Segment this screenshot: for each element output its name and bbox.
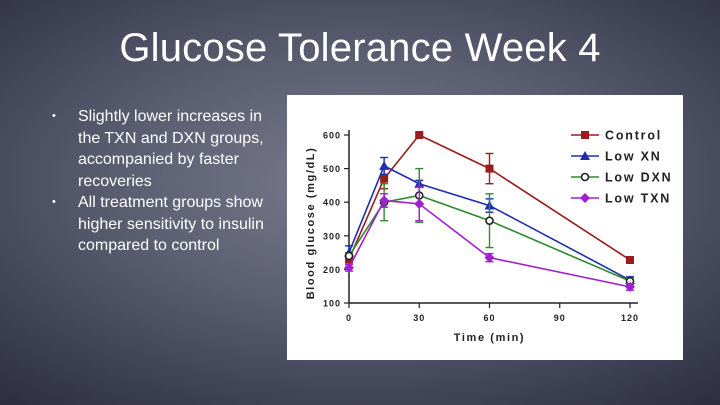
x-tick-label: 30 (413, 313, 425, 323)
data-point (484, 252, 495, 263)
data-point (626, 255, 634, 264)
y-tick-label: 100 (323, 299, 341, 309)
chart-svg: 100 200 300 400 500 600 0 30 60 90 120 Time (min) Bl… (305, 129, 672, 345)
data-point (485, 164, 494, 173)
data-point (581, 131, 589, 139)
data-point (380, 174, 389, 183)
x-tick-label: 90 (554, 313, 566, 323)
x-tick-label: 0 (346, 313, 352, 323)
data-point (379, 195, 390, 206)
bullet-marker: • (52, 110, 56, 122)
data-point (580, 193, 590, 203)
y-tick-label: 200 (323, 265, 341, 275)
y-tick-label: 300 (323, 231, 341, 241)
series-low-txn (344, 186, 635, 292)
data-point (625, 281, 635, 292)
legend-label: Low DXN (605, 171, 672, 185)
bullet-item: • All treatment groups show higher sensi… (48, 192, 273, 257)
data-point (344, 262, 354, 273)
y-tick-label: 600 (323, 131, 341, 141)
data-point (379, 160, 390, 170)
data-point (580, 172, 590, 182)
data-point (485, 216, 494, 225)
bullet-list: • Slightly lower increases in the TXN an… (48, 106, 273, 257)
glucose-chart: 100 200 300 400 500 600 0 30 60 90 120 Time (min) Bl… (287, 95, 683, 360)
data-point (580, 151, 590, 160)
y-axis-label: Blood glucose (mg/dL) (305, 147, 317, 300)
bullet-item: • Slightly lower increases in the TXN an… (48, 106, 273, 192)
legend-label: Control (605, 129, 662, 143)
chart-legend: Control Low XN Low DXN Low TXN (571, 129, 672, 206)
data-point (415, 131, 424, 139)
x-tick-label: 120 (621, 313, 639, 323)
series-low-dxn (344, 167, 635, 286)
data-point (414, 198, 425, 209)
bullet-marker: • (52, 196, 56, 208)
legend-label: Low XN (605, 150, 662, 164)
bullet-text: All treatment groups show higher sensiti… (78, 194, 264, 254)
y-tick-label: 500 (323, 164, 341, 174)
y-tick-label: 400 (323, 198, 341, 208)
slide-title: Glucose Tolerance Week 4 (119, 26, 601, 70)
legend-label: Low TXN (605, 192, 671, 206)
series-control (345, 131, 634, 264)
bullet-text: Slightly lower increases in the TXN and … (78, 108, 264, 190)
x-tick-label: 60 (483, 313, 495, 323)
x-axis-label: Time (min) (454, 332, 525, 344)
data-point (344, 251, 354, 261)
